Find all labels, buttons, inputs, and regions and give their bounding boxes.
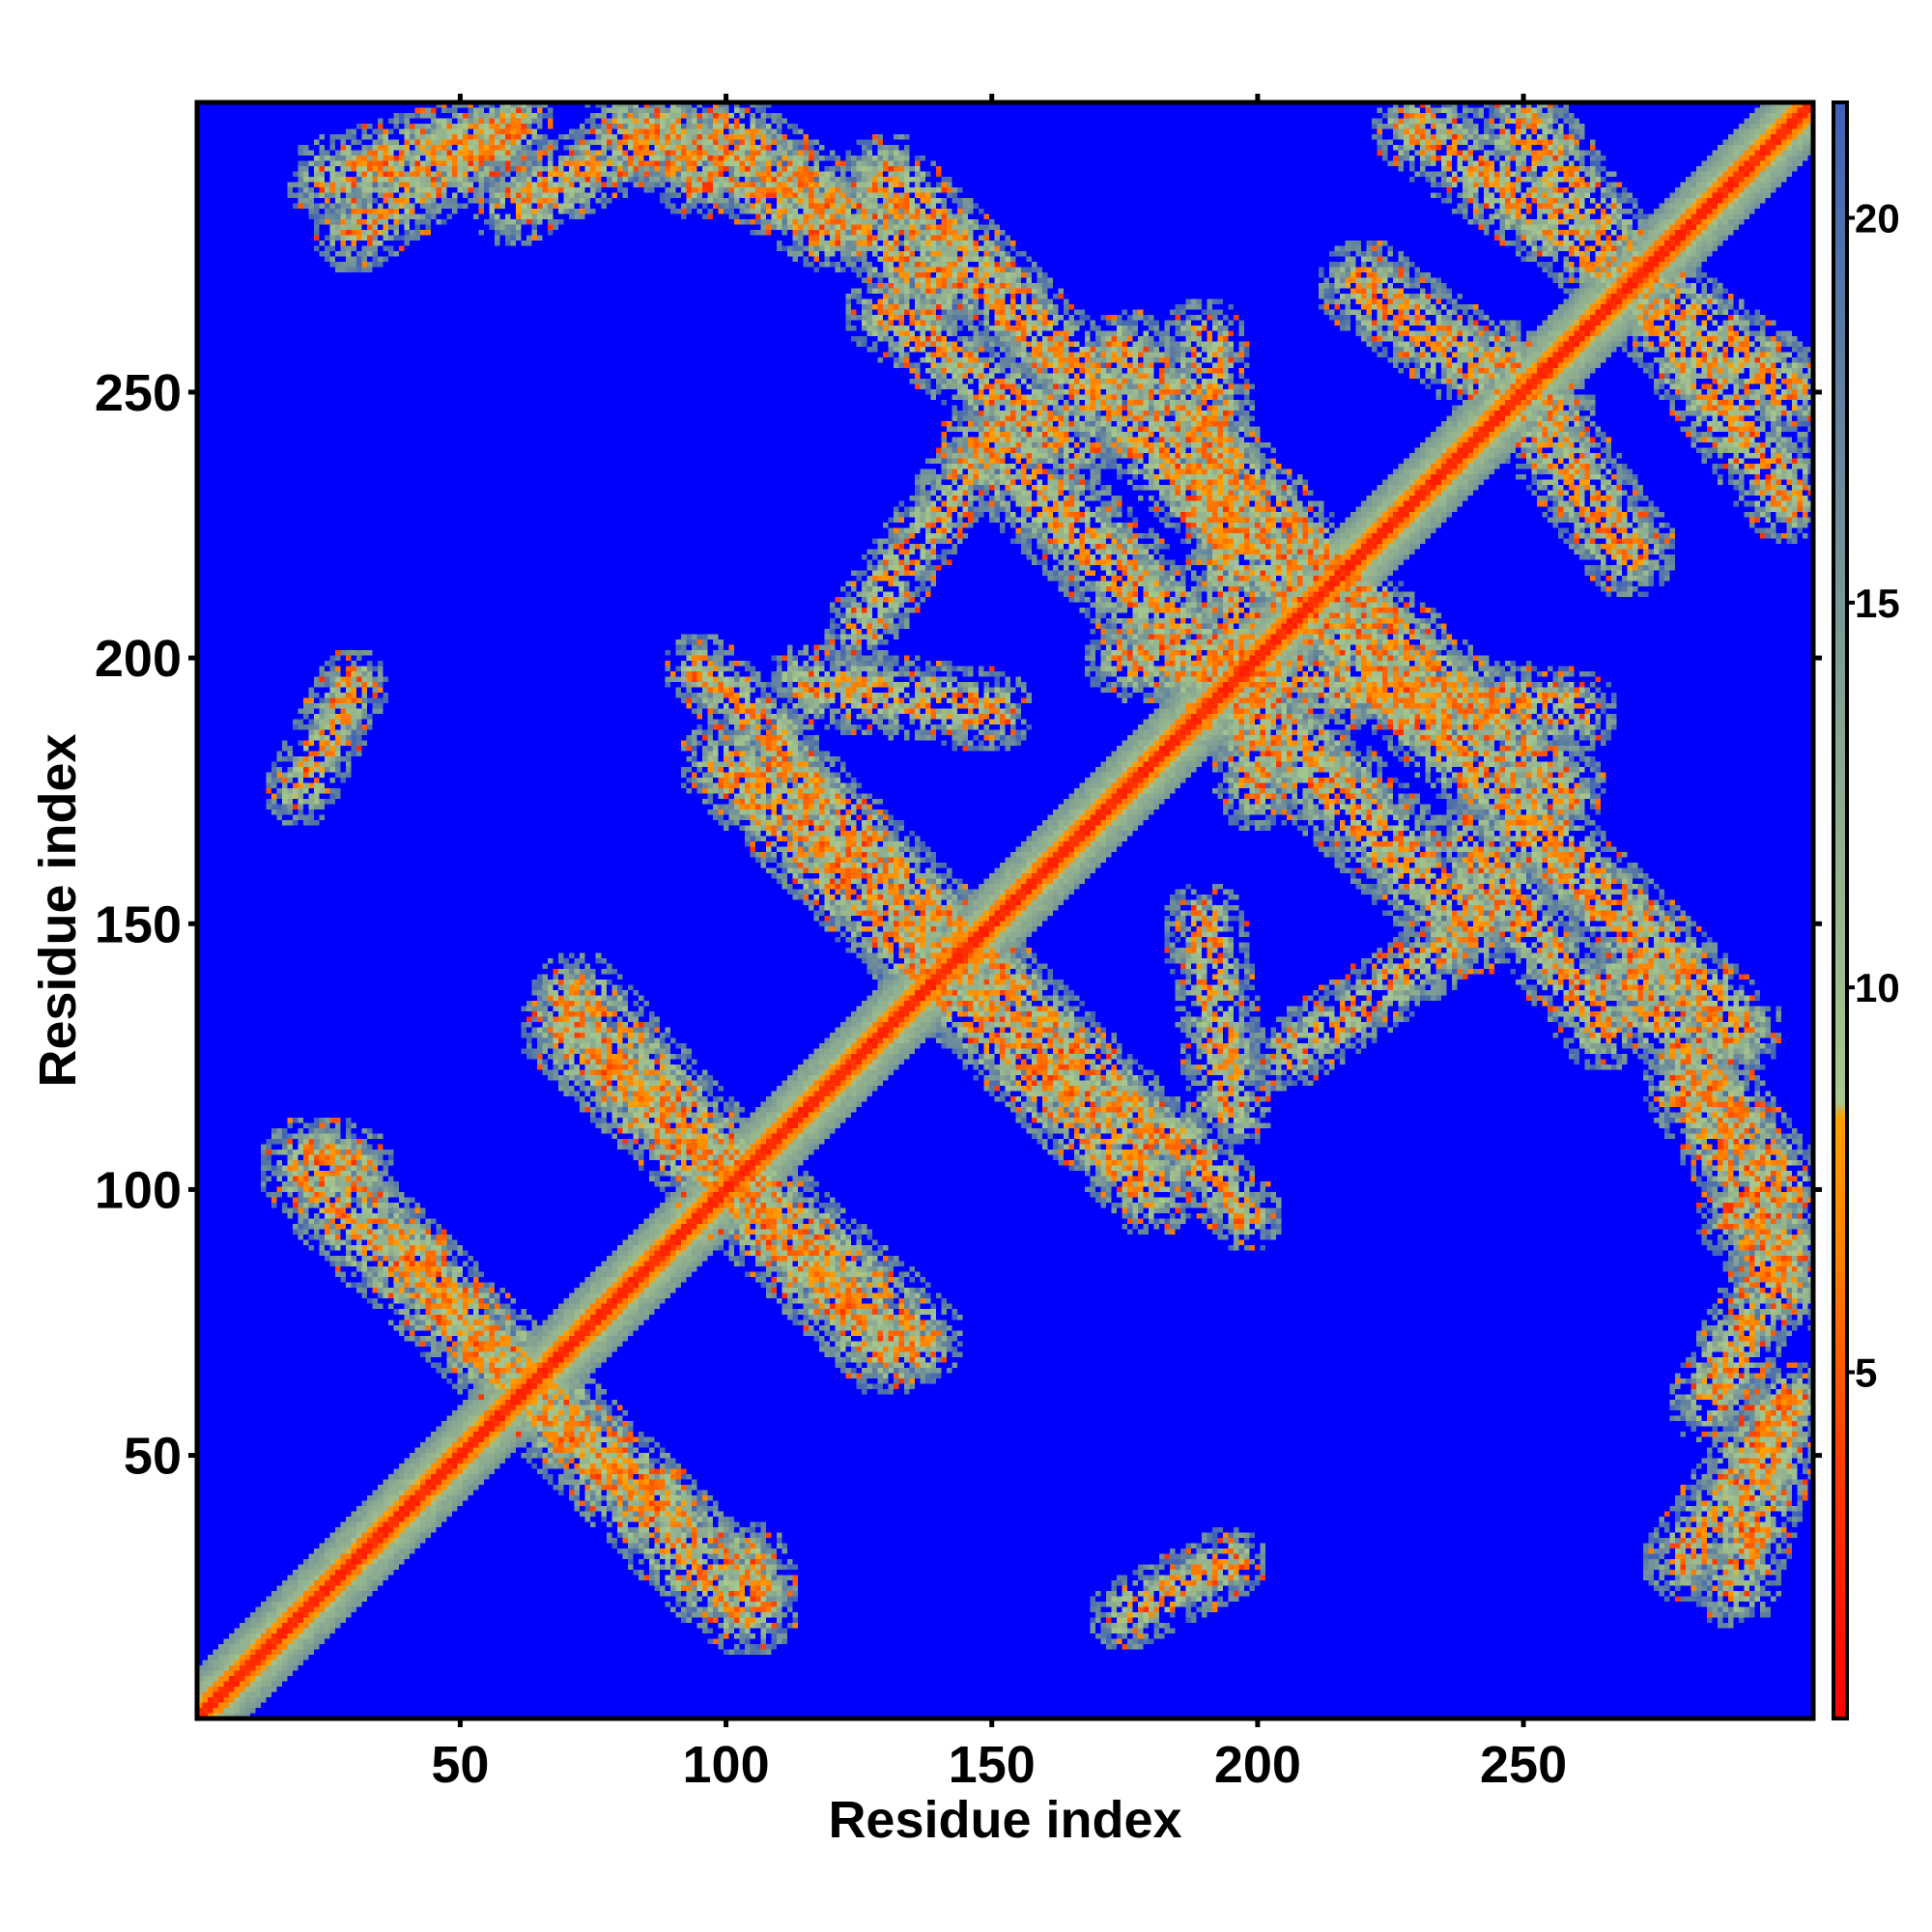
x-tick-label: 200 bbox=[1214, 1736, 1301, 1794]
colorbar-gradient bbox=[1833, 102, 1847, 1719]
colorbar-frame bbox=[1832, 100, 1849, 1720]
y-tick-label: 150 bbox=[95, 895, 182, 953]
colorbar bbox=[1833, 102, 1847, 1719]
y-tick-label: 50 bbox=[124, 1428, 182, 1486]
x-tick-label: 50 bbox=[431, 1736, 489, 1794]
y-tick-label: 200 bbox=[95, 630, 182, 688]
plot-frame bbox=[194, 99, 1816, 1721]
y-axis-title: Residue index bbox=[29, 733, 87, 1087]
x-tick-label: 100 bbox=[683, 1736, 770, 1794]
y-tick-label: 250 bbox=[95, 364, 182, 422]
colorbar-tick-label: 15 bbox=[1855, 581, 1900, 626]
x-tick-label: 150 bbox=[949, 1736, 1036, 1794]
x-axis-title: Residue index bbox=[828, 1791, 1181, 1849]
colorbar-tick-label: 5 bbox=[1855, 1350, 1877, 1396]
heatmap-cells bbox=[197, 102, 1813, 1719]
x-axis-ticks: 50 100 150 200 250 bbox=[431, 94, 1567, 1794]
colorbar-ticks: 5 10 15 20 bbox=[1847, 196, 1900, 1396]
y-axis-ticks: 50 100 150 200 250 bbox=[95, 364, 1822, 1486]
y-tick-label: 100 bbox=[95, 1161, 182, 1219]
colorbar-tick-label: 20 bbox=[1855, 196, 1900, 242]
x-tick-label: 250 bbox=[1480, 1736, 1567, 1794]
colorbar-tick-label: 10 bbox=[1855, 965, 1900, 1010]
heatmap bbox=[197, 102, 1813, 1719]
